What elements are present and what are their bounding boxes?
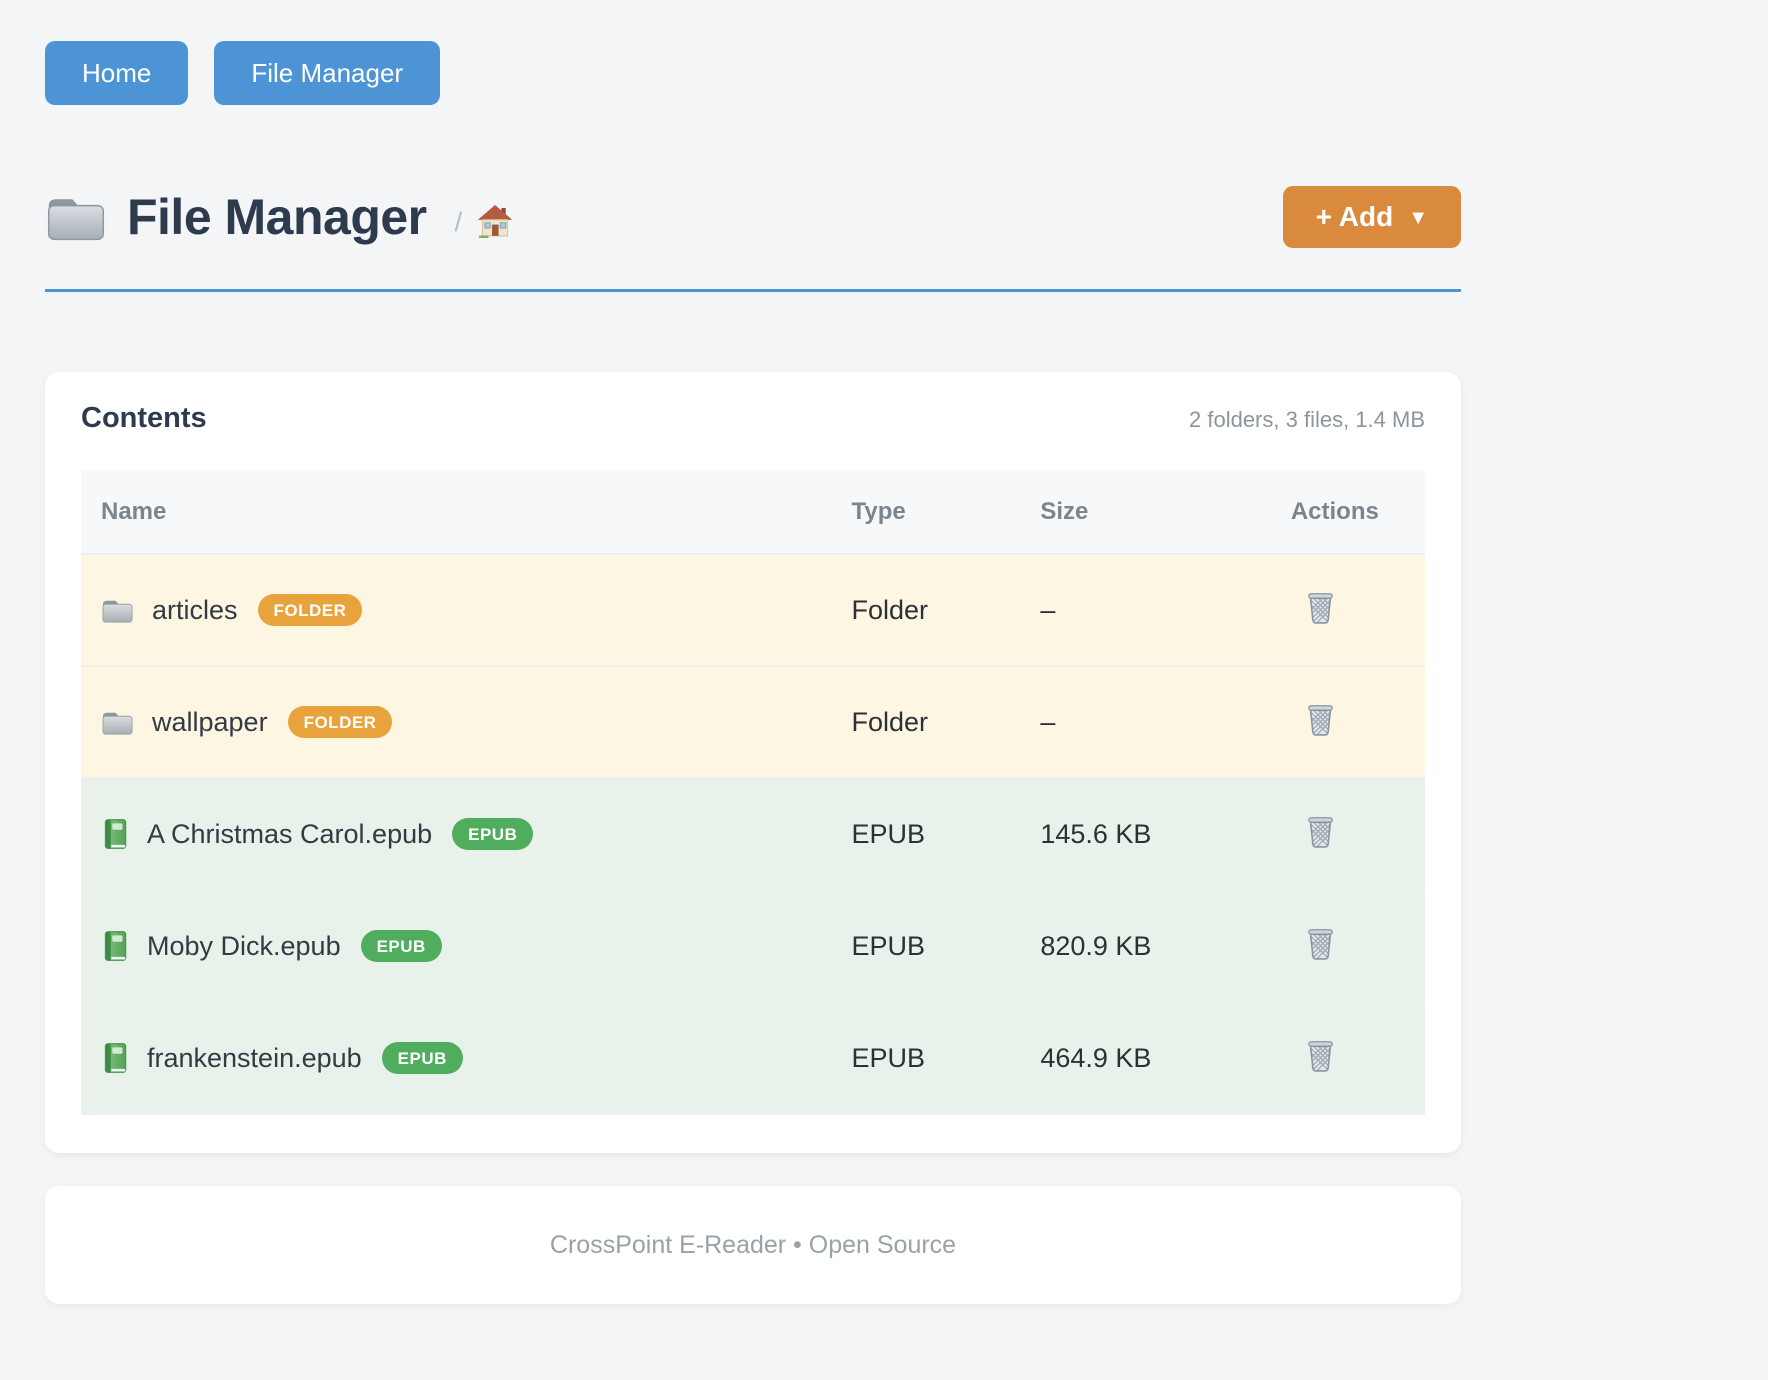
trash-icon [1305, 814, 1336, 849]
nav-home-button[interactable]: Home [45, 41, 189, 105]
item-size: 464.9 KB [1040, 1042, 1152, 1073]
item-name[interactable]: frankenstein.epub [147, 1042, 362, 1073]
table-row: frankenstein.epub EPUB EPUB 464.9 KB [81, 1003, 1425, 1115]
book-icon [101, 930, 129, 962]
item-type: EPUB [851, 930, 925, 961]
item-name[interactable]: A Christmas Carol.epub [147, 818, 433, 849]
table-row: articles FOLDER Folder – [81, 555, 1425, 667]
folder-icon [101, 708, 134, 737]
item-type: EPUB [851, 1042, 925, 1073]
item-type: Folder [851, 594, 928, 625]
table-row: Moby Dick.epub EPUB EPUB 820.9 KB [81, 891, 1425, 1003]
actions-cell [1291, 702, 1425, 742]
delete-button[interactable] [1305, 702, 1336, 737]
contents-card-header: Contents 2 folders, 3 files, 1.4 MB [81, 402, 1425, 435]
table-row: A Christmas Carol.epub EPUB EPUB 145.6 K… [81, 779, 1425, 891]
item-size: – [1040, 594, 1056, 625]
name-cell: frankenstein.epub EPUB [81, 1042, 851, 1074]
trash-icon [1305, 590, 1336, 625]
item-type: EPUB [851, 818, 925, 849]
item-type: Folder [851, 706, 928, 737]
actions-cell [1291, 926, 1425, 966]
footer-text: CrossPoint E-Reader • Open Source [549, 1230, 957, 1259]
page-container: Home File Manager File Manager / + Add ▼… [45, 0, 1461, 1304]
actions-cell [1291, 814, 1425, 854]
type-badge: EPUB [360, 930, 442, 962]
contents-card: Contents 2 folders, 3 files, 1.4 MB Name… [45, 372, 1461, 1153]
type-badge: EPUB [452, 818, 534, 850]
title-divider [45, 289, 1461, 292]
type-badge: EPUB [381, 1042, 463, 1074]
item-size: 820.9 KB [1040, 930, 1152, 961]
name-cell: wallpaper FOLDER [81, 706, 851, 738]
folder-icon [101, 596, 134, 625]
contents-title: Contents [81, 402, 207, 434]
home-icon[interactable] [476, 203, 514, 239]
column-header-size: Size [1040, 498, 1089, 525]
name-cell: A Christmas Carol.epub EPUB [81, 818, 851, 850]
title-group: File Manager / [45, 188, 514, 246]
contents-summary: 2 folders, 3 files, 1.4 MB [1189, 407, 1425, 432]
delete-button[interactable] [1305, 590, 1336, 625]
name-cell: articles FOLDER [81, 594, 851, 626]
breadcrumb-separator: / [454, 206, 463, 237]
table-header-row: Name Type Size Actions [81, 471, 1425, 555]
item-name[interactable]: Moby Dick.epub [147, 930, 341, 961]
add-button-label: + Add [1315, 201, 1394, 232]
add-button[interactable]: + Add ▼ [1282, 186, 1461, 248]
footer: CrossPoint E-Reader • Open Source [45, 1186, 1461, 1304]
type-badge: FOLDER [287, 706, 393, 738]
chevron-down-icon: ▼ [1408, 206, 1428, 229]
column-header-type: Type [851, 498, 906, 525]
delete-button[interactable] [1305, 1038, 1336, 1073]
item-size: – [1040, 706, 1056, 737]
trash-icon [1305, 1038, 1336, 1073]
table-row: wallpaper FOLDER Folder – [81, 667, 1425, 779]
column-header-name: Name [101, 498, 167, 525]
item-name[interactable]: wallpaper [152, 706, 268, 737]
nav-file-manager-button[interactable]: File Manager [214, 41, 441, 105]
delete-button[interactable] [1305, 814, 1336, 849]
page-header: File Manager / + Add ▼ [45, 185, 1461, 249]
table-body: articles FOLDER Folder – wallpaper FOLDE… [81, 555, 1425, 1115]
book-icon [101, 1042, 129, 1074]
column-header-actions: Actions [1290, 498, 1379, 525]
folder-icon [45, 192, 107, 243]
actions-cell [1291, 590, 1425, 630]
delete-button[interactable] [1305, 926, 1336, 961]
file-table: Name Type Size Actions articles FOLDER Fold… [81, 471, 1425, 1115]
trash-icon [1305, 702, 1336, 737]
book-icon [101, 818, 129, 850]
trash-icon [1305, 926, 1336, 961]
top-nav: Home File Manager [45, 0, 1461, 105]
item-name[interactable]: articles [152, 594, 238, 625]
page-title: File Manager [127, 189, 427, 245]
actions-cell [1291, 1038, 1425, 1078]
type-badge: FOLDER [257, 594, 363, 626]
name-cell: Moby Dick.epub EPUB [81, 930, 851, 962]
item-size: 145.6 KB [1040, 818, 1152, 849]
